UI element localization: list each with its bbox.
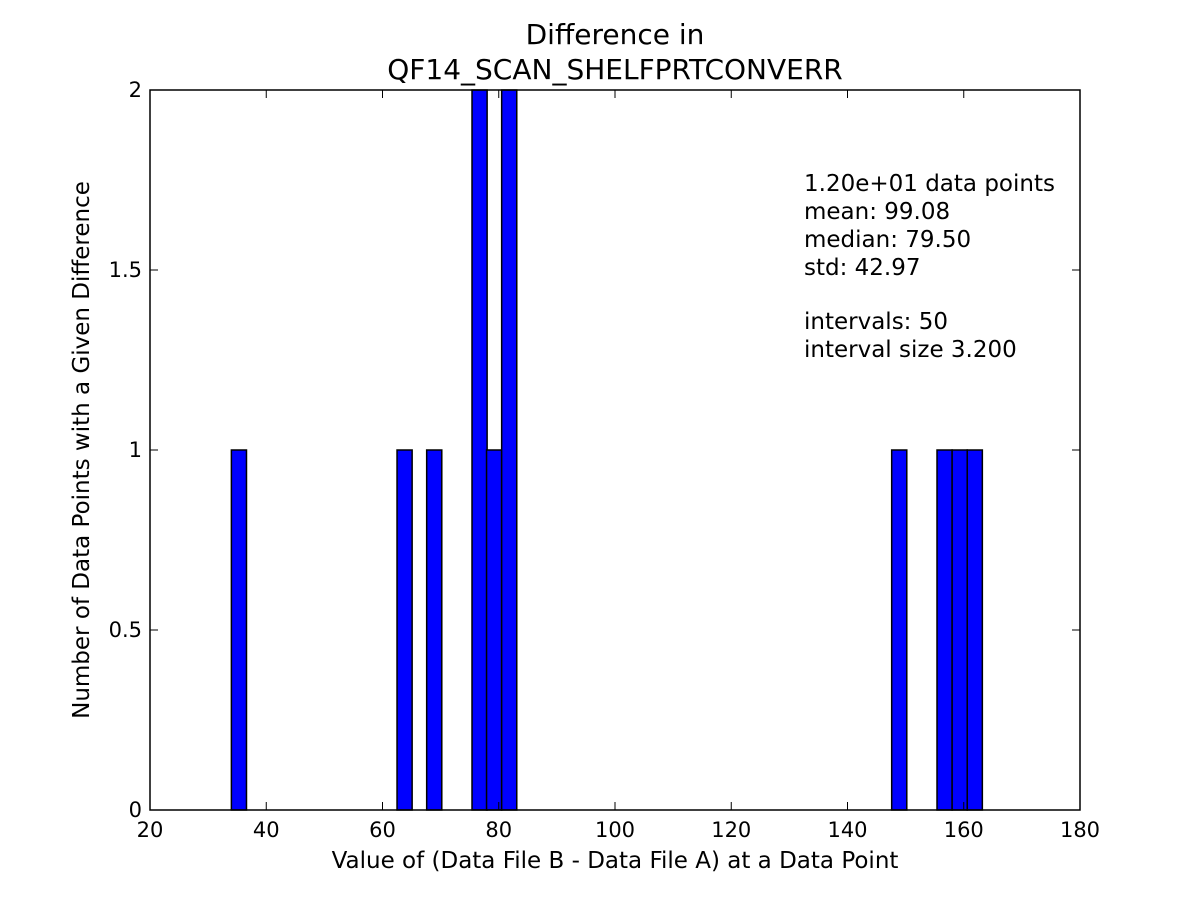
plot-frame — [149, 89, 1081, 811]
stat-std: std: 42.97 — [804, 255, 921, 281]
stat-intervals: intervals: 50 — [804, 309, 948, 335]
x-tick-label: 100 — [595, 818, 635, 842]
x-tick-label: 180 — [1060, 818, 1100, 842]
histogram-bar — [425, 449, 443, 811]
x-axis-label: Value of (Data File B - Data File A) at … — [331, 848, 899, 874]
x-tick-label: 40 — [253, 818, 280, 842]
stats-annotation: 1.20e+01 data points mean: 99.08 median:… — [804, 170, 1055, 364]
x-tick-label: 60 — [369, 818, 396, 842]
y-tick-label: 0 — [129, 798, 142, 822]
histogram-bar — [951, 449, 968, 811]
y-tick-label: 1.5 — [109, 258, 142, 282]
stat-interval-size: interval size 3.200 — [804, 337, 1017, 363]
x-tick-label: 160 — [944, 818, 984, 842]
y-tick-label: 1 — [129, 438, 142, 462]
histogram-bar — [471, 89, 488, 811]
y-tick-label: 2 — [129, 78, 142, 102]
histogram-bar — [396, 449, 413, 811]
chart-title-line-2: QF14_SCAN_SHELFPRTCONVERR — [387, 53, 843, 86]
histogram-bar — [966, 449, 984, 811]
histogram-bar — [485, 449, 503, 811]
histogram-bar — [230, 449, 248, 811]
histogram-bar — [936, 449, 953, 811]
x-tick-label: 80 — [485, 818, 512, 842]
y-tick-label: 0.5 — [109, 618, 142, 642]
chart-title-line-1: Difference in — [525, 18, 705, 51]
x-tick-label: 120 — [711, 818, 751, 842]
x-tick-label: 20 — [137, 818, 164, 842]
stat-count: 1.20e+01 data points — [804, 171, 1055, 197]
stat-mean: mean: 99.08 — [804, 199, 951, 225]
axis-ticks: 20 40 60 80 100 120 140 160 180 0 0.5 1 1.5 2 — [109, 78, 1100, 842]
histogram-bar — [890, 449, 908, 811]
histogram-bars — [230, 89, 984, 811]
y-axis-label: Number of Data Points with a Given Diffe… — [69, 181, 95, 719]
x-tick-label: 140 — [827, 818, 867, 842]
stat-median: median: 79.50 — [804, 227, 972, 253]
histogram-bar — [500, 89, 518, 811]
